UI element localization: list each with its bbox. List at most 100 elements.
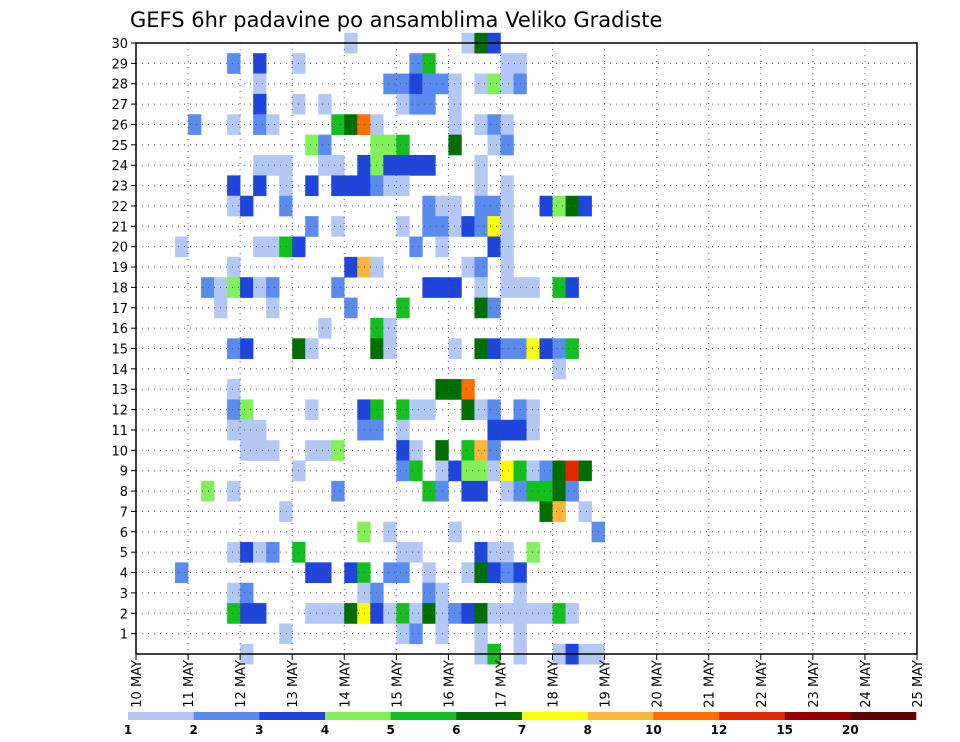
heatmap-cell	[500, 541, 514, 563]
heatmap-cell	[448, 134, 462, 156]
heatmap-cell	[500, 338, 514, 359]
y-tick-label: 6	[120, 526, 128, 541]
heatmap-cell	[357, 256, 371, 278]
heatmap-cell	[448, 379, 462, 400]
heatmap-cell	[318, 562, 332, 584]
heatmap-cell	[409, 399, 423, 421]
colorbar-label: 4	[321, 723, 329, 737]
heatmap-cell	[253, 603, 267, 624]
heatmap-cell	[487, 73, 501, 95]
heatmap-cell	[474, 73, 488, 95]
x-tick-label: 15 MAY	[390, 660, 405, 708]
heatmap-cell	[448, 93, 462, 115]
heatmap-cell	[474, 562, 488, 584]
heatmap-cell	[344, 114, 358, 135]
heatmap-cell	[305, 399, 319, 421]
heatmap-cell	[318, 440, 332, 461]
heatmap-cell	[240, 419, 254, 441]
heatmap-cell	[266, 155, 280, 176]
heatmap-cell	[396, 73, 410, 95]
heatmap-cell	[318, 134, 332, 156]
y-tick-label: 15	[111, 343, 128, 358]
x-tick-label: 12 MAY	[234, 660, 249, 708]
heatmap-cell	[344, 256, 358, 278]
heatmap-cell	[253, 277, 267, 298]
colorbar-label: 3	[255, 723, 263, 737]
heatmap-cell	[227, 541, 241, 563]
heatmap-cell	[383, 155, 397, 176]
x-tick-label: 10 MAY	[130, 660, 145, 708]
heatmap-cell	[331, 175, 345, 197]
heatmap-cell	[474, 195, 488, 217]
heatmap-cell	[448, 277, 462, 298]
heatmap-cell	[500, 460, 514, 482]
y-tick-label: 11	[111, 424, 128, 439]
y-tick-label: 24	[111, 159, 128, 174]
heatmap-cell	[487, 440, 501, 461]
heatmap-cell	[383, 521, 397, 543]
heatmap-cell	[461, 216, 475, 237]
heatmap-cell	[357, 603, 371, 624]
heatmap-cell	[422, 277, 436, 298]
heatmap-cell	[383, 338, 397, 359]
y-tick-label: 8	[120, 485, 128, 500]
colorbar-label: 5	[386, 723, 394, 737]
heatmap-cell	[331, 277, 345, 298]
heatmap-cell	[552, 358, 566, 380]
heatmap-cell	[396, 175, 410, 197]
x-tick-label: 18 MAY	[547, 660, 562, 708]
heatmap-cell	[474, 541, 488, 563]
heatmap-cell	[487, 134, 501, 156]
heatmap-cell	[552, 460, 566, 482]
heatmap-cell	[539, 460, 553, 482]
heatmap-cell	[539, 501, 553, 522]
heatmap-cell	[474, 440, 488, 461]
heatmap-cell	[266, 114, 280, 135]
y-tick-label: 27	[111, 98, 128, 113]
heatmap-cell	[500, 134, 514, 156]
heatmap-cell	[461, 562, 475, 584]
y-tick-label: 9	[120, 465, 128, 480]
heatmap-cell	[409, 53, 423, 74]
colorbar-label: 20	[842, 723, 859, 737]
heatmap-cell	[227, 114, 241, 135]
y-tick-label: 16	[111, 322, 128, 337]
heatmap-cell	[266, 541, 280, 563]
heatmap-cell	[227, 399, 241, 421]
heatmap-cell	[474, 175, 488, 197]
heatmap-cell	[227, 195, 241, 217]
heatmap-cell	[253, 155, 267, 176]
heatmap-cell	[552, 338, 566, 359]
x-tick-label: 25 MAY	[911, 660, 926, 708]
colorbar-swatch	[390, 712, 457, 720]
x-axis: 10 MAY 11 MAY 12 MAY 13 MAY 14 MAY 15 MAY 16 M…	[130, 654, 926, 708]
x-tick-label: 17 MAY	[494, 660, 509, 708]
heatmap-cell	[279, 236, 293, 258]
x-tick-label: 21 MAY	[703, 660, 718, 708]
colorbar-label: 15	[776, 723, 793, 737]
y-tick-label: 10	[111, 444, 128, 459]
heatmap-cell	[227, 419, 241, 441]
heatmap-cell	[396, 297, 410, 319]
x-tick-label: 16 MAY	[442, 660, 457, 708]
chart-title: GEFS 6hr padavine po ansamblima Veliko G…	[130, 8, 662, 32]
heatmap-cell	[357, 582, 371, 604]
y-tick-label: 17	[111, 302, 128, 317]
heatmap-cell	[500, 480, 514, 502]
heatmap-cell	[422, 73, 436, 95]
y-axis: 1234567891011121314151617181920212223242…	[111, 37, 136, 643]
heatmap-cell	[357, 521, 371, 543]
heatmap-cell	[396, 562, 410, 584]
heatmap-cell	[266, 277, 280, 298]
grid-lines	[136, 43, 917, 654]
heatmap-cell	[448, 338, 462, 359]
y-tick-label: 1	[120, 628, 128, 643]
y-tick-label: 18	[111, 281, 128, 296]
heatmap-cell	[305, 338, 319, 359]
heatmap-cell	[422, 399, 436, 421]
colorbar-swatch	[193, 712, 260, 720]
heatmap-cell	[422, 195, 436, 217]
heatmap-cell	[383, 317, 397, 339]
y-tick-label: 30	[111, 37, 128, 52]
heatmap-cell	[474, 114, 488, 135]
